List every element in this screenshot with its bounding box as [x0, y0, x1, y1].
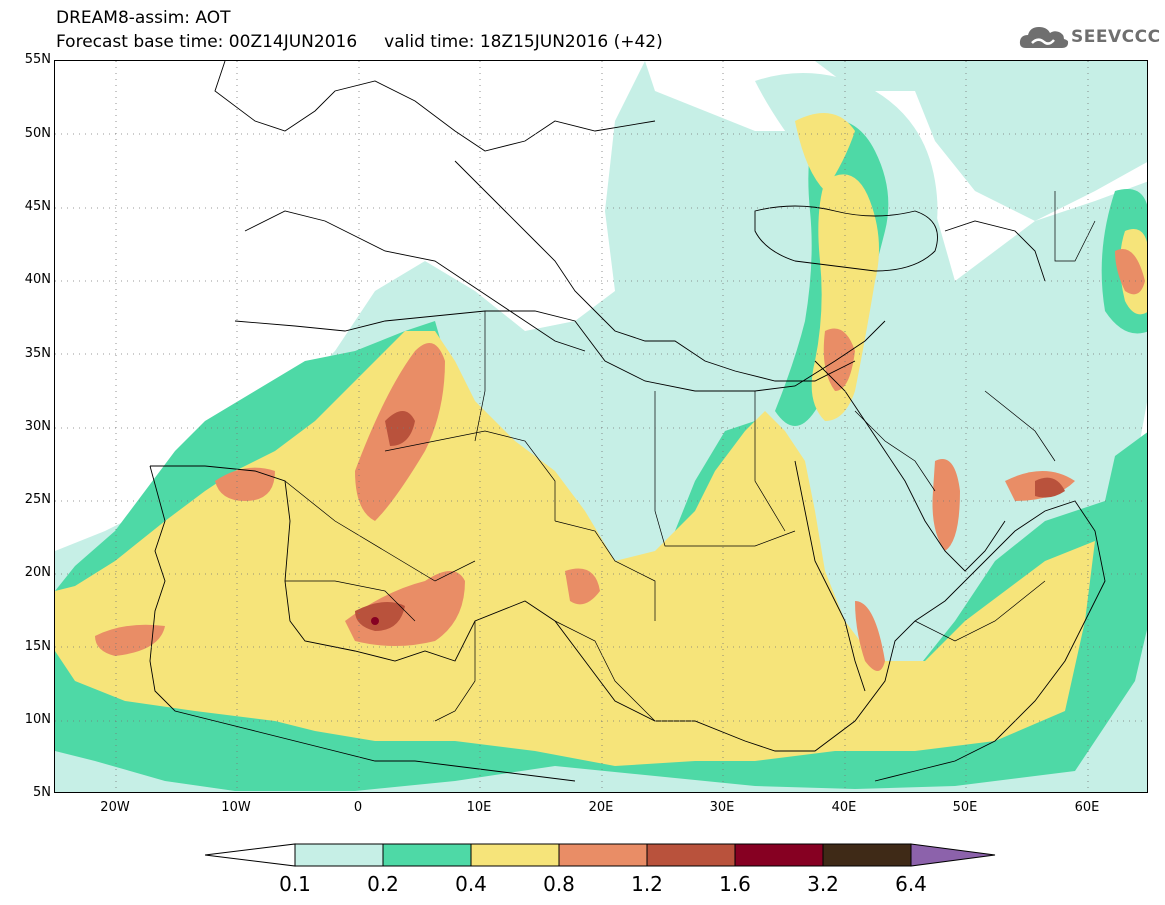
- aot-band-08c: [95, 624, 165, 656]
- lon-label: 50E: [952, 800, 978, 815]
- colorbar-segment: [382, 843, 472, 867]
- lat-label: 40N: [24, 272, 51, 287]
- colorbar-label: 1.2: [631, 872, 663, 896]
- colorbar-label: 1.6: [719, 872, 751, 896]
- cloud-icon: [1019, 27, 1069, 48]
- logo-text: SEEVCCC: [1071, 27, 1161, 47]
- lon-label: 10E: [466, 800, 492, 815]
- map-title: DREAM8-assim: AOT: [56, 8, 231, 28]
- lat-label: 55N: [24, 52, 51, 67]
- aot-band-12b: [355, 602, 405, 631]
- aot-band-08h: [1115, 249, 1145, 295]
- aot-band-04: [55, 331, 1095, 766]
- lon-label: 10W: [221, 800, 251, 815]
- lat-label: 20N: [24, 565, 51, 580]
- country-borders: [284, 191, 1096, 722]
- colorbar-segment: [822, 843, 912, 867]
- aot-band-08f: [932, 459, 960, 551]
- colorbar-label: 0.1: [279, 872, 311, 896]
- aot-map-canvas: [55, 61, 1147, 792]
- lat-label: 5N: [33, 785, 51, 800]
- colorbar-label: 0.4: [455, 872, 487, 896]
- colorbar: [205, 843, 996, 867]
- colorbar-label: 0.2: [367, 872, 399, 896]
- colorbar-segment: [734, 843, 824, 867]
- aot-band-08j: [855, 601, 885, 671]
- colorbar-segment-over: [910, 843, 996, 867]
- colorbar-label: 3.2: [807, 872, 839, 896]
- lat-label: 10N: [24, 712, 51, 727]
- colorbar-segment-under: [205, 843, 296, 867]
- lat-label: 35N: [24, 346, 51, 361]
- aot-band-08i: [565, 568, 600, 605]
- lat-label: 15N: [24, 639, 51, 654]
- aot-band-08e: [823, 328, 855, 391]
- aot-band-12a: [385, 411, 415, 446]
- lon-label: 30E: [709, 800, 735, 815]
- colorbar-segment: [646, 843, 736, 867]
- lon-label: 40E: [831, 800, 857, 815]
- colorbar-segment: [294, 843, 384, 867]
- coastlines: [149, 61, 1106, 782]
- colorbar-label: 6.4: [895, 872, 927, 896]
- lon-label: 60E: [1074, 800, 1100, 815]
- lat-label: 25N: [24, 492, 51, 507]
- lat-label: 45N: [24, 199, 51, 214]
- aot-band-08d: [215, 467, 275, 501]
- aot-map: [54, 60, 1148, 793]
- gridlines: [55, 61, 1147, 792]
- lon-label: 20W: [100, 800, 130, 815]
- colorbar-segment: [558, 843, 648, 867]
- lon-label: 0: [353, 800, 363, 815]
- seevccc-logo: SEEVCCC: [1018, 22, 1161, 52]
- aot-band-04d: [795, 113, 855, 191]
- forecast-time-line: Forecast base time: 00Z14JUN2016 valid t…: [56, 32, 663, 52]
- colorbar-label: 0.8: [543, 872, 575, 896]
- lon-label: 20E: [588, 800, 614, 815]
- lat-label: 30N: [24, 419, 51, 434]
- lat-label: 50N: [24, 126, 51, 141]
- aot-band-16a: [371, 617, 379, 625]
- colorbar-segment: [470, 843, 560, 867]
- aot-band-12c: [1035, 477, 1065, 498]
